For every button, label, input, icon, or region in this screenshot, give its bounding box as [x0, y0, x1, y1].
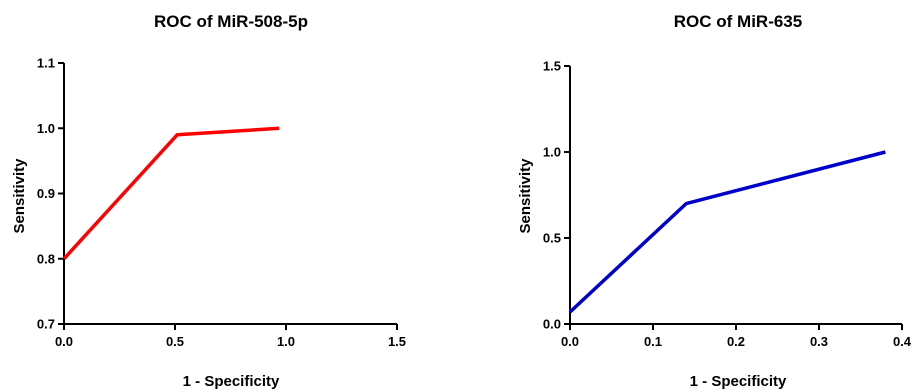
- y-tick-label: 0.7: [37, 317, 55, 332]
- chart-title: ROC of MiR-635: [674, 12, 802, 31]
- chart-title: ROC of MiR-508-5p: [154, 12, 308, 31]
- y-tick-label: 0.8: [37, 251, 55, 266]
- plot-area: 0.7 0.8 0.9 1.0 1.1 0.0 0.5 1.0 1.5: [37, 56, 406, 350]
- chart-mir-635: ROC of MiR-635 Sensitivity 1 - Specifici…: [517, 12, 912, 390]
- x-tick-label: 0.0: [55, 334, 73, 349]
- x-tick-label: 0.3: [810, 334, 828, 349]
- x-tick-label: 0.0: [561, 334, 579, 349]
- y-axis-label: Sensitivity: [517, 158, 534, 234]
- x-tick-label: 0.5: [166, 334, 184, 349]
- y-tick-label: 0.5: [543, 231, 561, 246]
- y-tick-label: 1.0: [543, 145, 561, 160]
- y-tick-label: 0.0: [543, 317, 561, 332]
- x-tick-label: 0.2: [727, 334, 745, 349]
- y-tick-label: 0.9: [37, 186, 55, 201]
- plot-area: 0.0 0.5 1.0 1.5 0.0 0.1 0.2 0.3 0.4: [543, 59, 912, 350]
- x-axis-label: 1 - Specificity: [183, 373, 280, 390]
- y-tick-label: 1.0: [37, 121, 55, 136]
- chart-mir-508-5p: ROC of MiR-508-5p Sensitivity 1 - Specif…: [11, 12, 406, 390]
- y-tick-label: 1.1: [37, 56, 55, 71]
- y-axis-label: Sensitivity: [11, 158, 28, 234]
- x-tick-label: 0.1: [644, 334, 662, 349]
- x-tick-label: 1.5: [388, 334, 406, 349]
- roc-curve: [568, 150, 886, 314]
- x-tick-label: 1.0: [277, 334, 295, 349]
- x-axis-label: 1 - Specificity: [690, 373, 787, 390]
- y-tick-label: 1.5: [543, 59, 561, 74]
- roc-curve: [62, 126, 280, 260]
- x-tick-label: 0.4: [893, 334, 912, 349]
